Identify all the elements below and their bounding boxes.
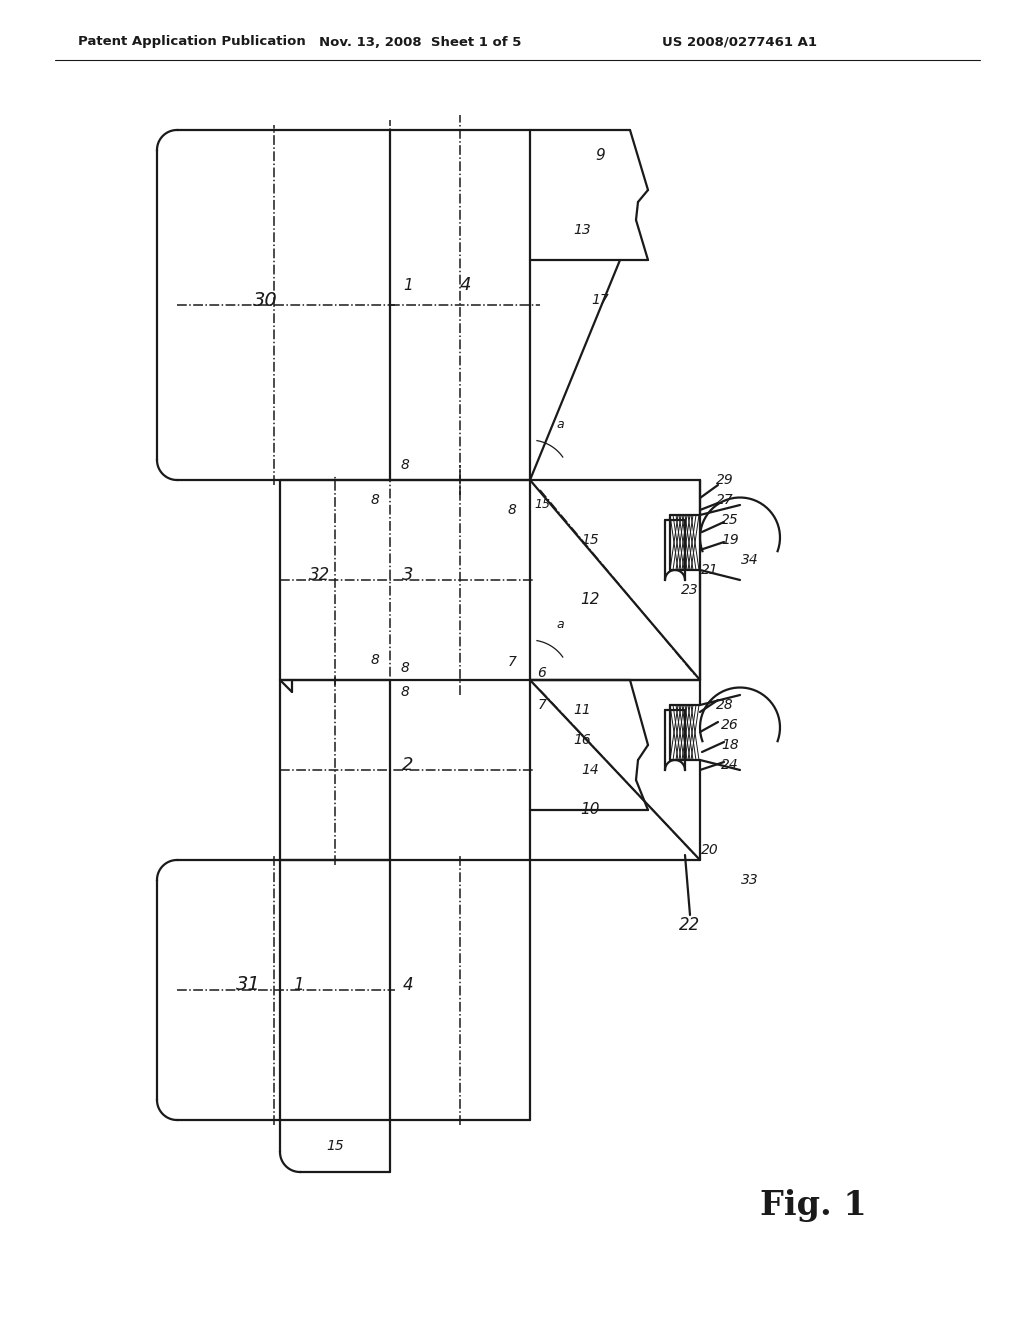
- Text: 32: 32: [309, 566, 331, 583]
- Text: 14: 14: [582, 763, 599, 777]
- Text: 7: 7: [508, 655, 516, 669]
- Text: 10: 10: [581, 803, 600, 817]
- Text: 26: 26: [721, 718, 739, 733]
- Text: 1: 1: [293, 975, 303, 994]
- Text: 18: 18: [721, 738, 739, 752]
- Text: Fig. 1: Fig. 1: [760, 1188, 866, 1221]
- Text: 12: 12: [581, 593, 600, 607]
- Text: 24: 24: [721, 758, 739, 772]
- Text: 7: 7: [538, 698, 547, 711]
- Text: 8: 8: [400, 661, 410, 675]
- Text: 8: 8: [400, 685, 410, 700]
- Text: 17: 17: [591, 293, 609, 308]
- Text: 29: 29: [716, 473, 734, 487]
- Text: 3: 3: [402, 566, 414, 583]
- Text: 1: 1: [403, 277, 413, 293]
- Text: 15: 15: [534, 499, 550, 511]
- Text: 34: 34: [741, 553, 759, 568]
- Text: 13: 13: [573, 223, 591, 238]
- Text: 20: 20: [701, 843, 719, 857]
- Text: 25: 25: [721, 513, 739, 527]
- Text: 27: 27: [716, 492, 734, 507]
- Text: 4: 4: [402, 975, 414, 994]
- Text: 8: 8: [508, 503, 516, 517]
- Text: 4: 4: [459, 276, 471, 294]
- Text: Nov. 13, 2008  Sheet 1 of 5: Nov. 13, 2008 Sheet 1 of 5: [318, 36, 521, 49]
- Text: 9: 9: [595, 148, 605, 162]
- Text: 23: 23: [681, 583, 698, 597]
- Text: 31: 31: [236, 975, 260, 994]
- Text: 2: 2: [402, 756, 414, 774]
- Text: a: a: [556, 418, 564, 432]
- Text: 21: 21: [701, 564, 719, 577]
- Text: a: a: [556, 619, 564, 631]
- Text: 16: 16: [573, 733, 591, 747]
- Text: 8: 8: [371, 653, 380, 667]
- Text: 28: 28: [716, 698, 734, 711]
- Text: 11: 11: [573, 704, 591, 717]
- Text: 6: 6: [538, 667, 547, 680]
- Text: 15: 15: [582, 533, 599, 546]
- Text: 22: 22: [679, 916, 700, 935]
- Text: US 2008/0277461 A1: US 2008/0277461 A1: [662, 36, 817, 49]
- Text: 8: 8: [371, 492, 380, 507]
- Text: 19: 19: [721, 533, 739, 546]
- Text: 8: 8: [400, 458, 410, 473]
- Text: 30: 30: [253, 290, 278, 309]
- Text: 33: 33: [741, 873, 759, 887]
- Text: 15: 15: [326, 1139, 344, 1152]
- Text: Patent Application Publication: Patent Application Publication: [78, 36, 306, 49]
